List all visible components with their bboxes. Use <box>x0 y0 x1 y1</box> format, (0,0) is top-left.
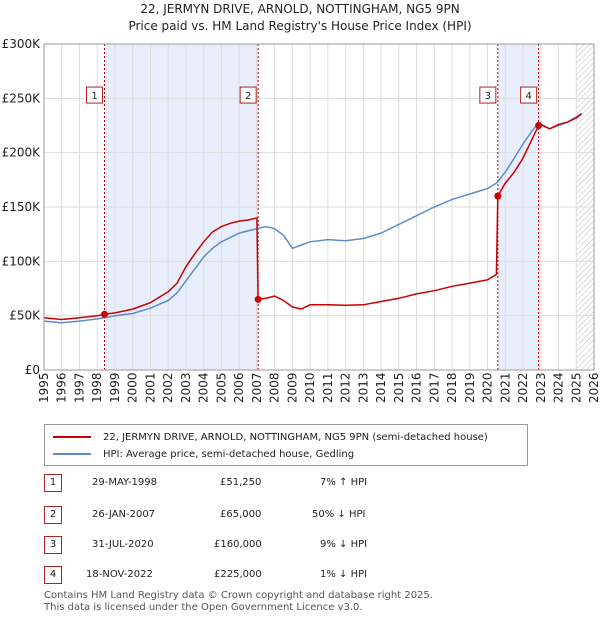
transaction-price: £225,000 <box>214 569 262 580</box>
transaction-row-2: 2 26-JAN-2007 £65,000 50% ↓ HPI <box>44 506 544 526</box>
transaction-number: 2 <box>44 506 62 524</box>
y-tick-label: £100K <box>2 254 42 268</box>
transaction-row-4: 4 18-NOV-2022 £225,000 1% ↓ HPI <box>44 566 544 586</box>
transaction-price: £51,250 <box>220 477 262 488</box>
transaction-number: 1 <box>44 474 62 492</box>
x-tick-label: 2015 <box>392 372 406 403</box>
legend-swatch-hpi <box>53 453 91 455</box>
transaction-row-1: 1 29-MAY-1998 £51,250 7% ↑ HPI <box>44 474 544 494</box>
x-tick-label: 1996 <box>55 372 69 403</box>
legend-item-property: 22, JERMYN DRIVE, ARNOLD, NOTTINGHAM, NG… <box>53 429 488 445</box>
footer-licence: This data is licensed under the Open Gov… <box>44 602 363 613</box>
x-tick-label: 2017 <box>427 372 441 403</box>
transaction-hpi: 9% ↓ HPI <box>320 539 368 550</box>
x-tick-label: 2022 <box>516 372 530 403</box>
sale-marker-label: 2 <box>245 91 251 102</box>
x-tick-label: 2024 <box>552 372 566 403</box>
x-tick-label: 2001 <box>143 372 157 403</box>
x-tick-label: 2007 <box>250 372 264 403</box>
x-tick-label: 2019 <box>463 372 477 403</box>
x-tick-label: 2012 <box>339 372 353 403</box>
x-tick-label: 2010 <box>303 372 317 403</box>
transaction-date: 18-NOV-2022 <box>86 569 153 580</box>
x-tick-label: 2003 <box>179 372 193 403</box>
x-tick-label: 2026 <box>587 372 600 403</box>
sale-marker-box <box>86 86 103 104</box>
x-tick-label: 2023 <box>534 372 548 403</box>
x-tick-label: 2004 <box>197 372 211 403</box>
transaction-date: 26-JAN-2007 <box>92 509 156 520</box>
legend-swatch-property <box>53 436 91 438</box>
transaction-number: 3 <box>44 536 62 554</box>
property-price-line <box>43 112 583 321</box>
x-tick-label: 2000 <box>126 372 140 403</box>
footer-copyright: Contains HM Land Registry data © Crown c… <box>44 590 433 601</box>
legend-item-hpi: HPI: Average price, semi-detached house,… <box>53 446 354 462</box>
price-chart: 1 2 3 4 £0 £50K £100K £150K £200K £250K £300K 1995… <box>2 37 600 403</box>
y-tick-label: £300K <box>2 37 42 51</box>
x-tick-label: 2021 <box>498 372 512 403</box>
sale-marker-label: 1 <box>91 91 97 102</box>
x-tick-label: 2009 <box>285 372 299 403</box>
sale-point-3 <box>494 192 502 200</box>
sale-marker-box <box>520 86 538 104</box>
x-tick-label: 2016 <box>410 372 424 403</box>
sale-marker-label: 3 <box>485 91 491 102</box>
x-tick-label: 2008 <box>268 372 282 403</box>
x-tick-label: 2002 <box>161 372 175 403</box>
y-tick-label: £150K <box>2 200 42 214</box>
sale-point-1 <box>101 310 108 318</box>
x-tick-label: 1997 <box>72 372 86 403</box>
sale-point-2 <box>254 295 262 303</box>
sale-marker-box <box>239 86 257 104</box>
y-tick-label: £50K <box>9 309 41 323</box>
x-tick-label: 2018 <box>445 372 459 403</box>
y-tick-label: £0 <box>25 363 40 377</box>
x-tick-label: 2013 <box>356 372 370 403</box>
transaction-row-3: 3 31-JUL-2020 £160,000 9% ↓ HPI <box>44 536 544 556</box>
x-tick-label: 1999 <box>108 372 122 403</box>
transaction-price: £160,000 <box>214 539 262 550</box>
transaction-hpi: 7% ↑ HPI <box>320 477 368 488</box>
chart-subtitle: Price paid vs. HM Land Registry's House … <box>128 19 472 33</box>
sale-marker-label: 4 <box>525 91 531 102</box>
y-tick-label: £200K <box>2 146 42 160</box>
transaction-price: £65,000 <box>220 509 262 520</box>
legend-label-hpi: HPI: Average price, semi-detached house,… <box>103 448 355 460</box>
transaction-date: 29-MAY-1998 <box>92 477 158 488</box>
sale-point-4 <box>535 122 543 129</box>
transaction-number: 4 <box>44 566 62 584</box>
x-tick-label: 1998 <box>90 372 104 403</box>
plot-frame <box>43 43 595 371</box>
x-tick-label: 2014 <box>374 372 388 403</box>
chart-title-address: 22, JERMYN DRIVE, ARNOLD, NOTTINGHAM, NG… <box>140 2 460 16</box>
sale-marker-box <box>479 86 497 104</box>
x-tick-label: 2020 <box>481 372 495 403</box>
hpi-line <box>43 112 582 324</box>
transaction-date: 31-JUL-2020 <box>92 539 154 550</box>
x-tick-label: 2005 <box>214 372 228 403</box>
x-tick-label: 2025 <box>569 372 583 403</box>
chart-legend: 22, JERMYN DRIVE, ARNOLD, NOTTINGHAM, NG… <box>44 424 528 466</box>
x-tick-label: 1995 <box>37 372 51 403</box>
y-tick-label: £250K <box>2 91 42 105</box>
x-tick-label: 2006 <box>232 372 246 403</box>
legend-label-property: 22, JERMYN DRIVE, ARNOLD, NOTTINGHAM, NG… <box>103 431 488 443</box>
x-tick-label: 2011 <box>321 372 335 403</box>
transaction-hpi: 50% ↓ HPI <box>312 509 366 520</box>
transaction-hpi: 1% ↓ HPI <box>320 569 368 580</box>
